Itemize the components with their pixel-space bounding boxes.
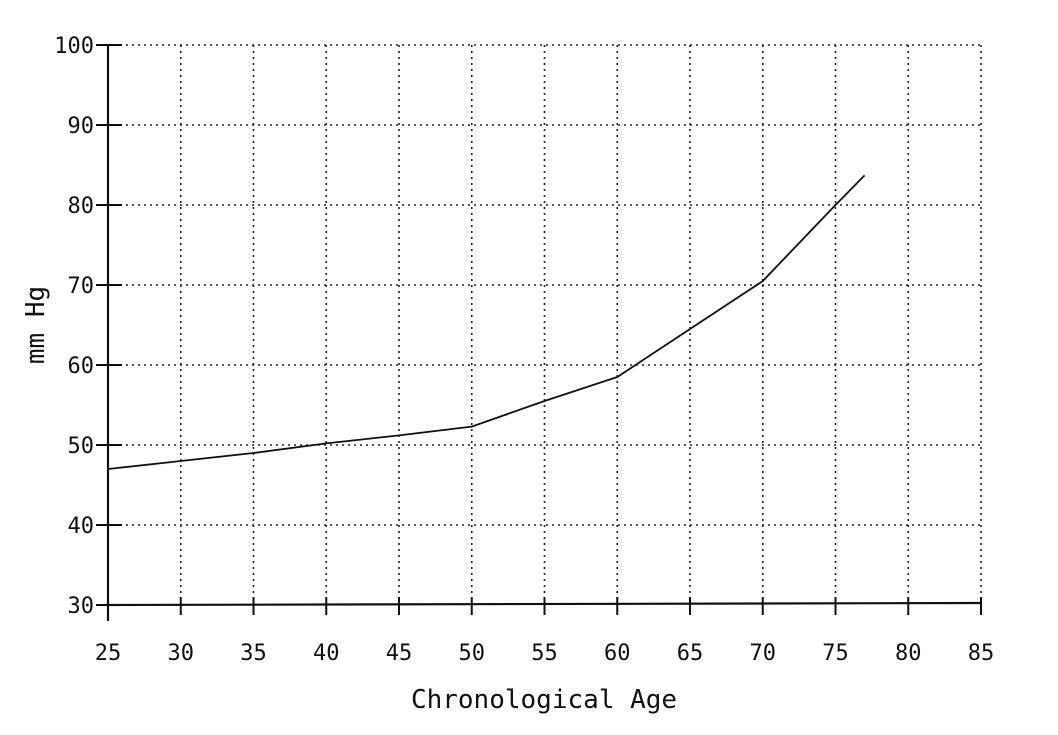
x-tick-label: 85 <box>968 641 995 666</box>
x-tick-label: 45 <box>386 641 413 666</box>
x-tick-label: 70 <box>750 641 777 666</box>
axes <box>96 44 982 621</box>
x-tick-label: 65 <box>677 641 704 666</box>
y-tick-label: 90 <box>68 114 95 139</box>
series <box>107 174 866 470</box>
x-tick-label: 75 <box>822 641 849 666</box>
x-tick-label: 25 <box>95 641 122 666</box>
x-tick-label: 40 <box>313 641 340 666</box>
y-tick-label: 60 <box>68 354 95 379</box>
y-tick-label: 40 <box>68 514 95 539</box>
y-tick-label: 30 <box>68 594 95 619</box>
tick-labels: 25 30 35 40 45 50 55 60 65 70 75 80 8530405060708090… <box>54 34 994 666</box>
y-tick-label: 70 <box>68 274 95 299</box>
x-tick-label: 30 <box>168 641 195 666</box>
x-tick-label: 55 <box>531 641 558 666</box>
x-tick-label: 80 <box>895 641 922 666</box>
x-axis-title: Chronological Age <box>411 685 677 715</box>
y-tick-label: 80 <box>68 194 95 219</box>
x-tick-label: 35 <box>240 641 267 666</box>
y-tick-label: 50 <box>68 434 95 459</box>
x-tick-label: 50 <box>459 641 486 666</box>
y-tick-label: 100 <box>54 34 94 59</box>
x-tick-label: 60 <box>604 641 631 666</box>
y-axis-title: mm Hg <box>21 286 51 364</box>
grid <box>108 44 982 605</box>
series-line <box>107 174 866 470</box>
